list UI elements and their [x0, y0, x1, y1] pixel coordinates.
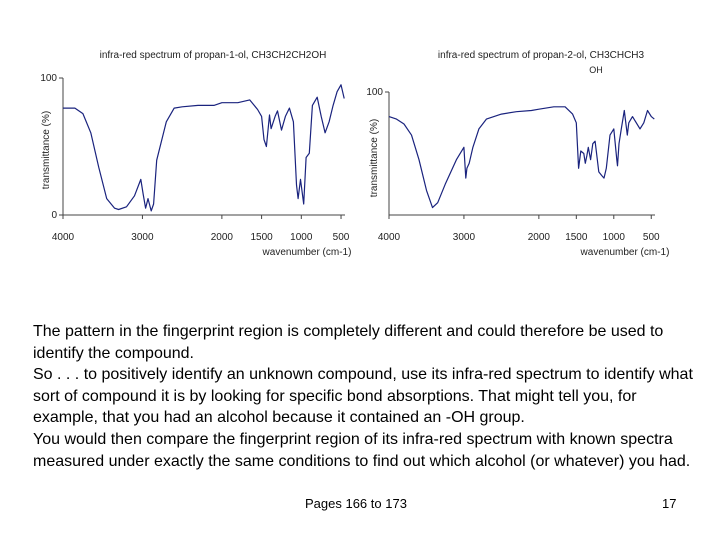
propan-1-ol-y-tick-label: 0 — [51, 210, 57, 221]
footer-pages: Pages 166 to 173 — [305, 496, 407, 511]
propan-1-ol-x-axis-label: wavenumber (cm-1) — [262, 247, 352, 258]
propan-2-ol-x-axis-label: wavenumber (cm-1) — [580, 247, 670, 258]
propan-2-ol-chart-title-sub: OH — [589, 65, 603, 75]
propan-2-ol-x-tick-label: 1500 — [565, 232, 588, 243]
ir-spectra-figure: 4000 3000 2000 1500 1000 500 0 100 infra-red spe… — [40, 50, 669, 258]
propan-1-ol-y-tick-label: 100 — [40, 73, 57, 84]
paragraph-fingerprint: The pattern in the fingerprint region is… — [33, 323, 664, 362]
slide-number: 17 — [662, 496, 677, 511]
paragraph-identify: So . . . to positively identify an unkno… — [33, 366, 693, 427]
propan-1-ol-x-tick-label: 4000 — [52, 232, 75, 243]
propan-1-ol-spectrum-line — [63, 84, 345, 212]
propan-2-ol-spectrum-line — [388, 106, 655, 209]
propan-1-ol-x-tick-label: 3000 — [131, 232, 154, 243]
propan-1-ol-spectrum-chart: 4000 3000 2000 1500 1000 500 0 100 infra-red spe… — [40, 50, 351, 258]
propan-2-ol-y-tick-label: 100 — [366, 87, 383, 98]
propan-1-ol-x-tick-label: 2000 — [211, 232, 234, 243]
propan-1-ol-x-tick-label: 1500 — [250, 232, 273, 243]
propan-2-ol-x-tick-label: 3000 — [453, 232, 476, 243]
propan-1-ol-chart-title: infra-red spectrum of propan-1-ol, CH3CH… — [100, 50, 327, 61]
propan-1-ol-y-axis-label: transmittance (%) — [41, 111, 52, 189]
propan-2-ol-x-tick-label: 1000 — [603, 232, 626, 243]
propan-2-ol-chart-title: infra-red spectrum of propan-2-ol, CH3CH… — [438, 50, 645, 61]
explanation-text: The pattern in the fingerprint region is… — [33, 321, 693, 472]
propan-2-ol-y-axis-label: transmittance (%) — [369, 119, 380, 197]
propan-2-ol-spectrum-chart: 4000 3000 2000 1500 1000 500 100 infra-red spec… — [366, 50, 669, 258]
propan-2-ol-x-tick-label: 2000 — [528, 232, 551, 243]
propan-2-ol-x-tick-label: 500 — [643, 232, 660, 243]
propan-2-ol-x-tick-label: 4000 — [378, 232, 401, 243]
paragraph-compare: You would then compare the fingerprint r… — [33, 430, 691, 470]
propan-1-ol-x-tick-label: 1000 — [290, 232, 313, 243]
propan-1-ol-x-tick-label: 500 — [333, 232, 350, 243]
